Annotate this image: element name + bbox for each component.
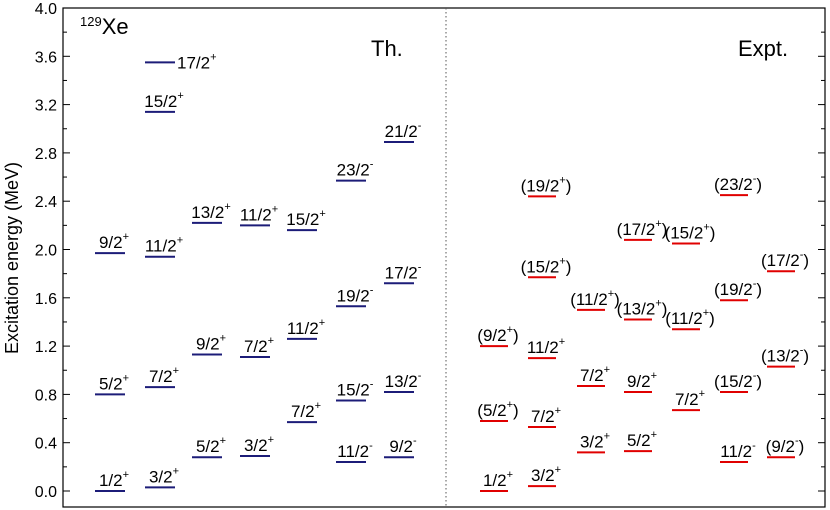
level-label: 3/2+ xyxy=(531,464,561,485)
y-tick-label: 0.8 xyxy=(35,387,57,404)
y-tick-label: 0.4 xyxy=(35,436,57,453)
level-label: 1/2+ xyxy=(99,469,129,490)
y-tick-label: 2.4 xyxy=(35,194,57,211)
nucleus-element: Xe xyxy=(102,14,129,39)
energy-levels: 1/2+ 5/2+ 9/2+ 3/2+ 7/2+ 11/2+ 15/2+ 17/2+ 5/2+ 9… xyxy=(95,51,809,492)
level-label: 15/2+ xyxy=(286,208,326,229)
level-label: 7/2+ xyxy=(580,364,610,385)
level-label: 11/2+ xyxy=(240,203,278,224)
level-label: 23/2- xyxy=(337,159,374,180)
y-tick-label: 2.0 xyxy=(35,243,57,260)
level-label: 11/2+ xyxy=(287,317,325,338)
y-tick-label: 0.0 xyxy=(35,484,57,501)
plot-frame xyxy=(62,7,826,508)
nucleus-mass-number: 129 xyxy=(80,14,102,29)
level-label: 11/2- xyxy=(720,440,756,461)
level-label: (15/2-) xyxy=(714,370,762,391)
level-label: (13/2+) xyxy=(617,298,668,319)
level-label: 7/2+ xyxy=(531,405,561,426)
level-label: 19/2- xyxy=(337,284,374,305)
level-label: (9/2-) xyxy=(766,435,805,456)
panel-label-experiment: Expt. xyxy=(738,36,788,61)
level-label: (11/2+) xyxy=(665,307,715,328)
level-label: 15/2- xyxy=(337,378,374,399)
y-axis: 0.0 0.4 0.8 1.2 1.6 2.0 2.4 2.8 3.2 3.6 4.0 xyxy=(35,1,825,501)
y-tick-label: 1.6 xyxy=(35,291,57,308)
level-label: 13/2+ xyxy=(191,201,231,222)
level-label: 11/2- xyxy=(337,440,373,461)
level-label: 9/2+ xyxy=(99,231,129,252)
level-label: 7/2+ xyxy=(149,365,179,386)
y-tick-label: 4.0 xyxy=(35,1,57,18)
y-tick-label: 3.2 xyxy=(35,98,57,115)
level-label: 11/2+ xyxy=(527,336,565,357)
y-axis-title: Excitation energy (MeV) xyxy=(2,162,22,354)
level-label: (17/2-) xyxy=(761,249,809,270)
level-label: (15/2+) xyxy=(521,255,572,276)
level-label: 9/2- xyxy=(389,435,417,456)
level-label: (23/2-) xyxy=(714,173,762,194)
panel-label-theory: Th. xyxy=(371,36,403,61)
y-tick-label: 1.2 xyxy=(35,339,57,356)
level-label: 11/2+ xyxy=(145,235,183,256)
level-label: (19/2-) xyxy=(714,278,762,299)
level-label: (9/2+) xyxy=(477,324,518,345)
level-label: 1/2+ xyxy=(483,469,513,490)
level-label: 13/2- xyxy=(385,370,422,391)
level-label: 17/2+ xyxy=(177,51,217,72)
level-label: 5/2+ xyxy=(196,435,226,456)
level-label: 9/2+ xyxy=(196,333,226,354)
level-label: (11/2+) xyxy=(570,288,620,309)
nucleus-label: 129Xe xyxy=(80,14,129,39)
y-tick-label: 2.8 xyxy=(35,146,57,163)
level-label: (5/2+) xyxy=(477,399,518,420)
level-label: 3/2+ xyxy=(149,465,179,486)
y-tick-label: 3.6 xyxy=(35,49,57,66)
level-label: 21/2- xyxy=(385,120,422,141)
level-label: (17/2+) xyxy=(617,218,668,239)
level-label: 5/2+ xyxy=(627,429,657,450)
level-label: 7/2+ xyxy=(675,388,705,409)
level-label: 7/2+ xyxy=(244,335,274,356)
level-label: (13/2-) xyxy=(761,345,809,366)
level-label: (19/2+) xyxy=(521,174,572,195)
level-label: 7/2+ xyxy=(291,400,321,421)
level-label: (15/2+) xyxy=(665,221,716,242)
level-label: 15/2+ xyxy=(144,90,184,111)
level-label: 3/2+ xyxy=(244,434,274,455)
level-label: 5/2+ xyxy=(99,372,129,393)
level-label: 3/2+ xyxy=(580,430,610,451)
level-label: 9/2+ xyxy=(627,370,657,391)
level-label: 17/2- xyxy=(385,261,422,282)
